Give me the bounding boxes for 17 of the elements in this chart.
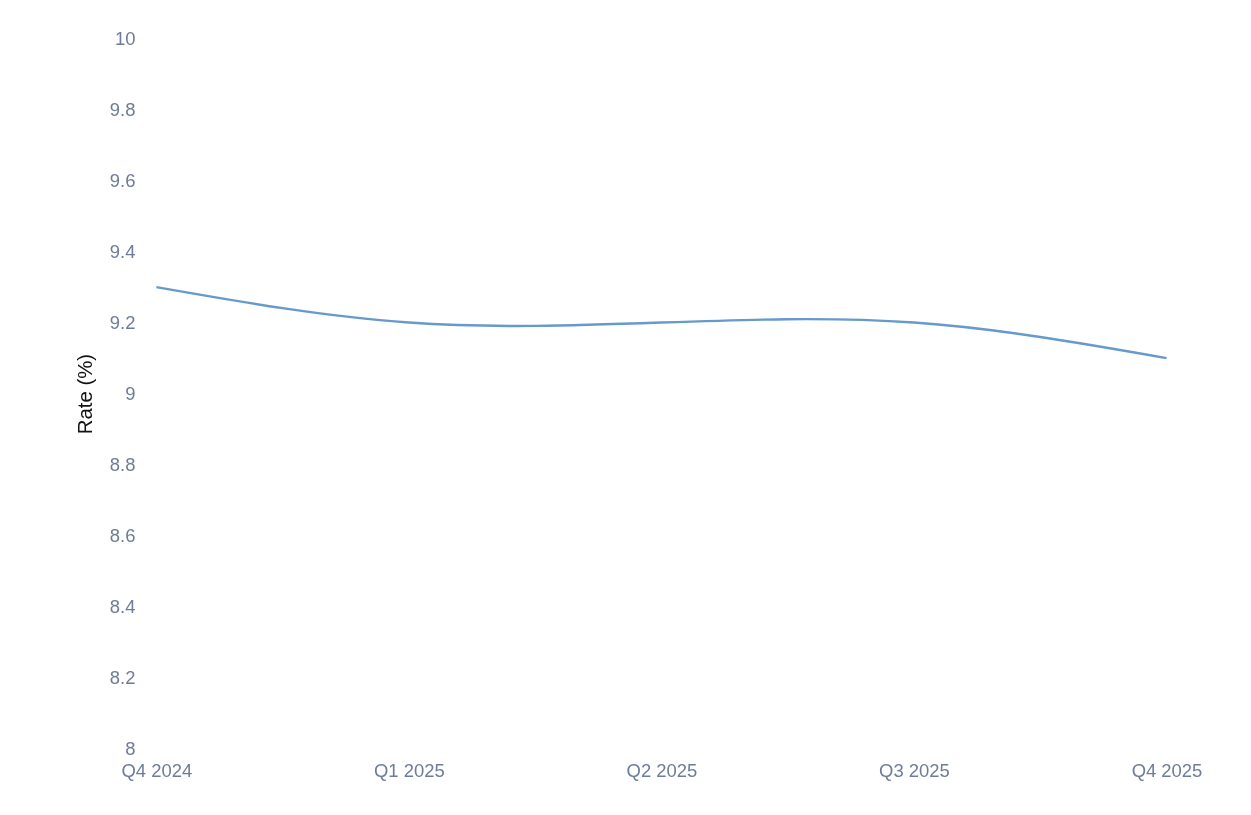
y-tick-label: 8.2 — [109, 666, 136, 688]
x-tick-label: Q4 2024 — [121, 760, 193, 782]
y-tick-label: 8.6 — [109, 524, 136, 546]
y-tick-label: 8.8 — [109, 453, 136, 475]
x-tick-label: Q1 2025 — [374, 760, 445, 782]
y-tick-label: 9 — [125, 382, 136, 404]
y-tick-label: 8.4 — [109, 595, 136, 617]
y-tick-label: 9.4 — [109, 240, 136, 262]
x-tick-label: Q3 2025 — [879, 760, 950, 782]
y-tick-label: 9.6 — [109, 169, 136, 191]
x-tick-label: Q4 2025 — [1131, 760, 1203, 782]
y-tick-label: 9.2 — [109, 311, 136, 333]
y-tick-label: 9.8 — [109, 98, 136, 120]
y-axis-title: Rate (%) — [74, 353, 97, 435]
x-tick-label: Q2 2025 — [626, 760, 698, 782]
y-tick-label: 8 — [125, 737, 136, 759]
y-tick-label: 10 — [114, 27, 136, 49]
